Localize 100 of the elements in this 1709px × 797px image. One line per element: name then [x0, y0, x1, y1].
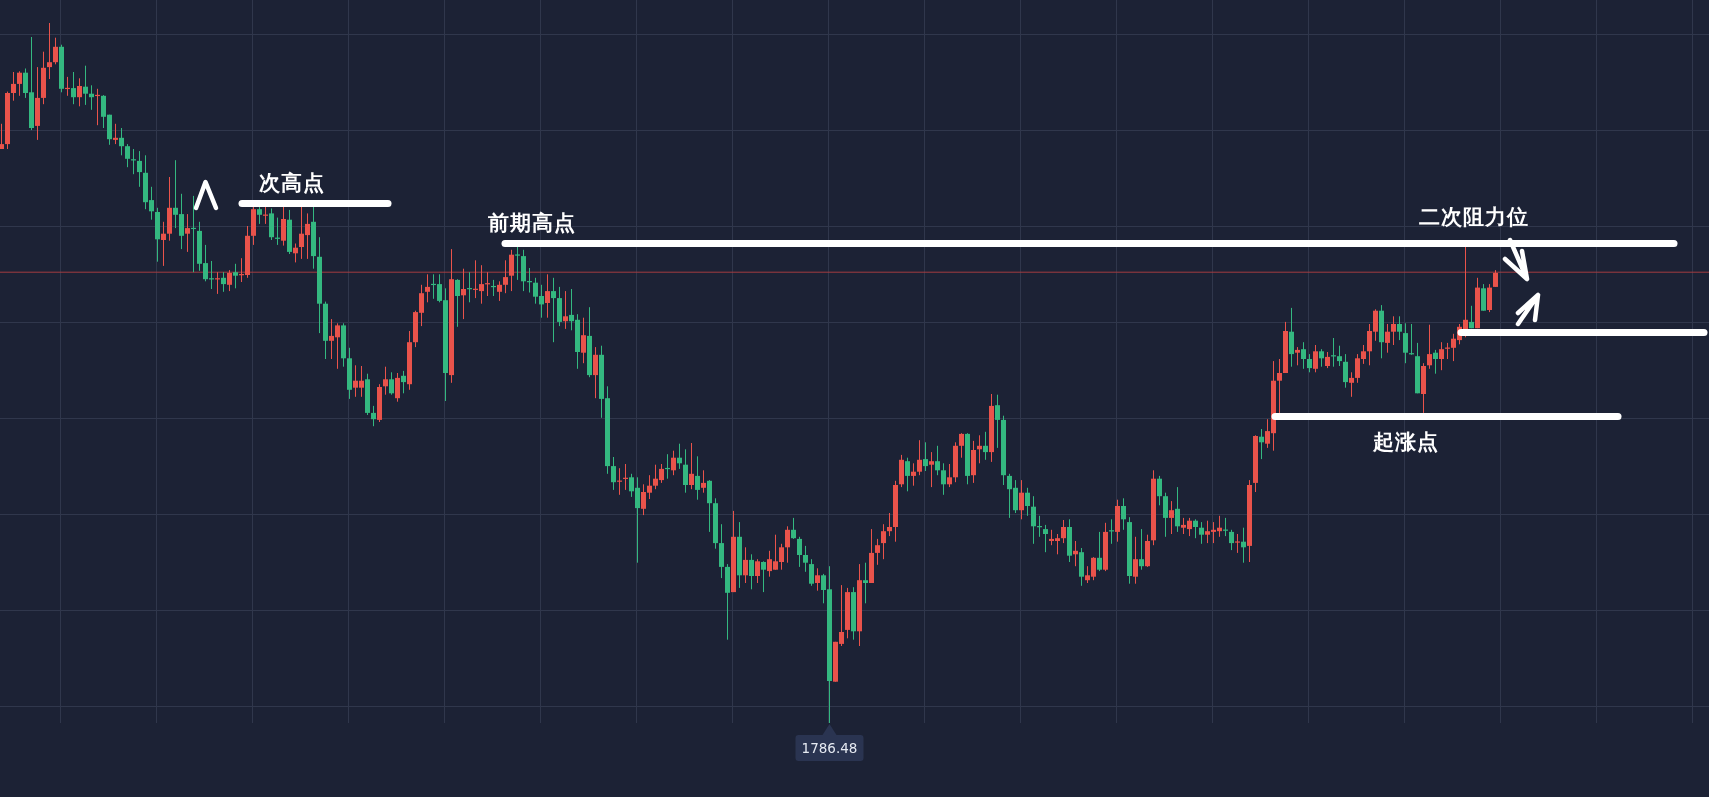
- candlestick: [53, 37, 58, 65]
- candlestick: [1307, 353, 1312, 373]
- candlestick: [1061, 519, 1066, 544]
- candlestick: [83, 65, 88, 106]
- candlestick: [47, 22, 52, 80]
- candlestick: [593, 346, 598, 399]
- candlestick: [1163, 492, 1168, 538]
- candlestick: [545, 273, 550, 319]
- candlestick: [947, 463, 952, 488]
- candlestick: [1139, 528, 1144, 571]
- candlestick: [1487, 283, 1492, 313]
- candlestick: [1031, 495, 1036, 545]
- candlestick: [707, 479, 712, 533]
- text: 1786.48: [801, 740, 858, 756]
- candlestick: [257, 204, 262, 225]
- candlestick: [1391, 315, 1396, 346]
- candlestick: [689, 442, 694, 490]
- candlestick: [929, 451, 934, 488]
- candlestick: [1043, 524, 1048, 553]
- candlestick: [995, 394, 1000, 449]
- candlestick: [797, 536, 802, 568]
- candlestick: [701, 469, 706, 494]
- candlestick: [1481, 283, 1486, 312]
- candlestick: [557, 286, 562, 327]
- candlestick: [917, 439, 922, 476]
- candlestick: [785, 525, 790, 564]
- candlestick: [551, 277, 556, 343]
- candlestick: [1235, 533, 1240, 554]
- ref-line-label: 起涨点: [1373, 428, 1439, 454]
- candlestick: [1133, 536, 1138, 585]
- candlestick: [113, 123, 118, 145]
- candlestick: [755, 558, 760, 584]
- candlestick: [515, 246, 520, 281]
- candlestick: [455, 278, 460, 328]
- candlestick: [719, 523, 724, 579]
- candlestick: [461, 268, 466, 320]
- candlestick: [1313, 344, 1318, 373]
- candlestick: [1019, 479, 1024, 520]
- candlestick: [395, 372, 400, 403]
- candlestick: [803, 545, 808, 573]
- candlestick: [581, 317, 586, 364]
- candlestick: [371, 405, 376, 427]
- candlestick: [881, 523, 886, 560]
- candlestick: [233, 263, 238, 289]
- candlestick: [1289, 307, 1294, 368]
- candlestick: [1301, 341, 1306, 370]
- candlestick: [1439, 341, 1444, 371]
- candlestick: [401, 370, 406, 394]
- candlestick: [1433, 349, 1438, 375]
- candlestick: [791, 517, 796, 540]
- candlestick: [425, 273, 430, 303]
- candlestick: [1337, 345, 1342, 367]
- candlestick: [77, 77, 82, 107]
- candlestick: [959, 432, 964, 459]
- candlestick: [125, 143, 130, 168]
- candlestick: [1343, 353, 1348, 389]
- candlestick: [71, 71, 76, 105]
- ref-line-label: 前期高点: [488, 210, 576, 235]
- candlestick: [887, 512, 892, 537]
- candlestick: [281, 205, 286, 247]
- candlestick: [761, 560, 766, 593]
- candlestick: [743, 546, 748, 584]
- candlestick: [1229, 529, 1234, 551]
- ref-line-label: 次高点: [259, 170, 325, 196]
- candlestick: [11, 71, 16, 102]
- candlestick: [1277, 358, 1282, 415]
- candlestick: [941, 462, 946, 496]
- candlestick: [911, 462, 916, 487]
- candlestick: [815, 567, 820, 592]
- candlestick: [1193, 518, 1198, 539]
- candlestick: [1397, 315, 1402, 341]
- candlestick: [1169, 500, 1174, 535]
- candlestick: [611, 456, 616, 491]
- annotation: 二次阻力位: [1419, 203, 1529, 229]
- candlestick: [1427, 324, 1432, 370]
- candlestick: [1025, 487, 1030, 517]
- candlestick: [683, 448, 688, 494]
- candlestick: [1121, 497, 1126, 531]
- candlestick: [185, 213, 190, 253]
- candlestick: [1097, 531, 1102, 572]
- candlestick: [749, 553, 754, 590]
- candlestick: [1295, 346, 1300, 366]
- candlestick: [503, 259, 508, 294]
- candlestick: [983, 431, 988, 461]
- candlestick: [383, 366, 388, 396]
- candlestick: [0, 123, 4, 150]
- candlestick: [389, 371, 394, 396]
- candlestick: [221, 271, 226, 293]
- candlestick: [671, 450, 676, 476]
- candlestick: [935, 445, 940, 476]
- candlestick: [809, 558, 814, 587]
- candlestick: [17, 70, 22, 97]
- candlestick: [161, 221, 166, 267]
- candlestick: [1175, 486, 1180, 533]
- candlestick: [1157, 475, 1162, 506]
- candlestick: [1349, 371, 1354, 398]
- candlestick: [863, 562, 868, 604]
- candlestick: [905, 457, 910, 492]
- candlestick: [563, 290, 568, 330]
- candlestick: [269, 208, 274, 241]
